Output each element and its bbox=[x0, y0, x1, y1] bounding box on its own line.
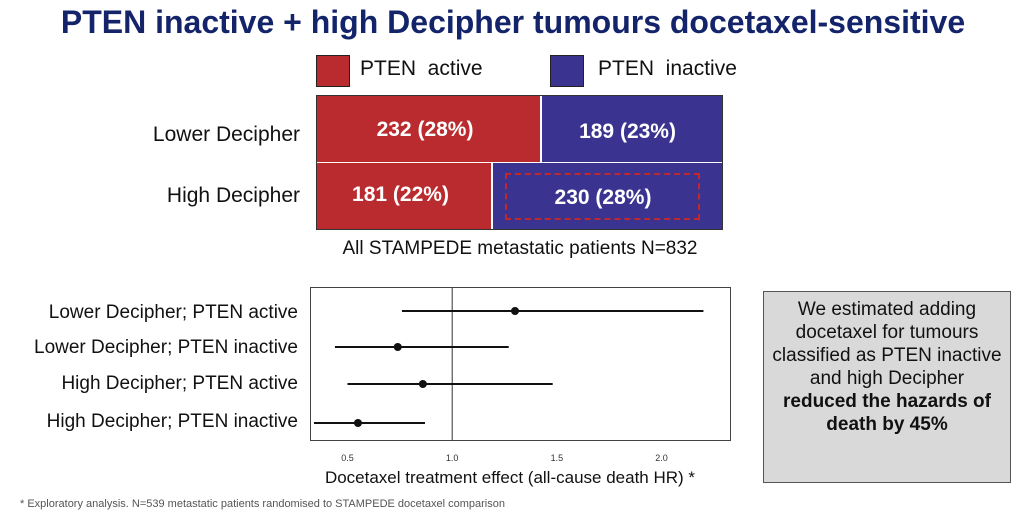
page-title: PTEN inactive + high Decipher tumours do… bbox=[60, 4, 966, 40]
stacked-bar-chart: 232 (28%) 189 (23%) 181 (22%) 230 (28%) bbox=[316, 95, 723, 230]
forest-x-axis-title: Docetaxel treatment effect (all-cause de… bbox=[324, 468, 684, 487]
forest-point-estimate bbox=[511, 307, 519, 315]
forest-point-estimate bbox=[353, 419, 362, 427]
forest-tick-label: 0.5 bbox=[341, 453, 354, 463]
legend-swatch-active bbox=[316, 55, 350, 87]
legend-swatch-inactive bbox=[550, 55, 584, 87]
forest-label-2: Lower Decipher; PTEN inactive bbox=[34, 337, 298, 358]
forest-x-axis-asterisk: * bbox=[688, 468, 696, 487]
bar-high-active bbox=[317, 163, 492, 229]
forest-label-4: High Decipher; PTEN inactive bbox=[46, 411, 298, 432]
bar-label-lower-inactive: 189 (23%) bbox=[579, 120, 676, 143]
bar-lower-inactive bbox=[540, 96, 722, 162]
bar-row-label-high: High Decipher bbox=[166, 184, 300, 207]
forest-label-1: Lower Decipher; PTEN active bbox=[48, 302, 298, 323]
legend-label-active: PTEN active bbox=[360, 57, 483, 80]
highlight-box bbox=[505, 173, 700, 220]
callout-bold-text: reduced the hazards of death by 45% bbox=[783, 391, 991, 435]
callout-box: We estimated adding docetaxel for tumour… bbox=[763, 291, 1011, 483]
forest-label-3: High Decipher; PTEN active bbox=[61, 373, 298, 394]
bar-label-high-inactive: 230 (28%) bbox=[554, 186, 652, 209]
bar-label-lower-active: 232 (28%) bbox=[376, 118, 474, 141]
bar-lower-active bbox=[317, 96, 541, 162]
legend-label-inactive: PTEN inactive bbox=[598, 57, 737, 80]
bar-row-label-lower: Lower Decipher bbox=[152, 123, 300, 146]
forest-plot-frame bbox=[310, 287, 731, 441]
forest-x-axis-label: Docetaxel treatment effect (all-cause de… bbox=[300, 468, 720, 488]
forest-tick-label: 2.0 bbox=[655, 453, 668, 463]
bar-chart-caption: All STAMPEDE metastatic patients N=832 bbox=[342, 238, 698, 259]
callout-text: We estimated adding docetaxel for tumour… bbox=[772, 299, 1002, 389]
bar-label-high-active: 181 (22%) bbox=[352, 183, 449, 206]
forest-point-estimate bbox=[418, 380, 427, 388]
forest-point-estimate bbox=[393, 343, 402, 351]
footnote: * Exploratory analysis. N=539 metastatic… bbox=[20, 498, 505, 510]
forest-plot: 0.5 1.0 1.5 2.0 bbox=[310, 287, 731, 463]
forest-tick-label: 1.5 bbox=[551, 453, 564, 463]
forest-tick-label: 1.0 bbox=[446, 453, 459, 463]
